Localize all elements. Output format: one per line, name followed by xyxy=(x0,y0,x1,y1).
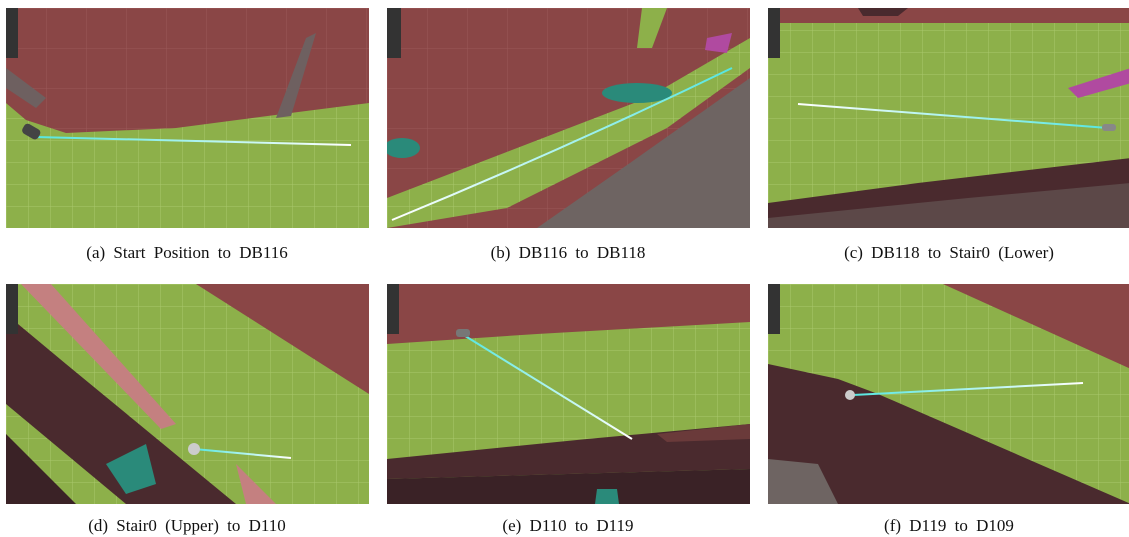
screenshot-c xyxy=(768,8,1129,228)
screenshot-e xyxy=(387,284,750,504)
caption: (c) DB118 to Stair0 (Lower) xyxy=(844,243,1054,262)
caption: (a) Start Position to DB116 xyxy=(86,243,287,262)
caption: (f) D119 to D109 xyxy=(884,516,1014,535)
page: (a) Start Position to DB116 (b) DB116 to… xyxy=(0,0,1129,537)
screenshot-f xyxy=(768,284,1129,504)
screenshot-a xyxy=(6,8,369,228)
screenshot-b xyxy=(384,8,750,228)
figure: (a) Start Position to DB116 (b) DB116 to… xyxy=(0,0,1129,537)
screenshot-d xyxy=(6,284,369,504)
caption: (e) D110 to D119 xyxy=(502,516,633,535)
caption: (b) DB116 to DB118 xyxy=(491,243,646,262)
caption: (d) Stair0 (Upper) to D110 xyxy=(88,516,286,535)
